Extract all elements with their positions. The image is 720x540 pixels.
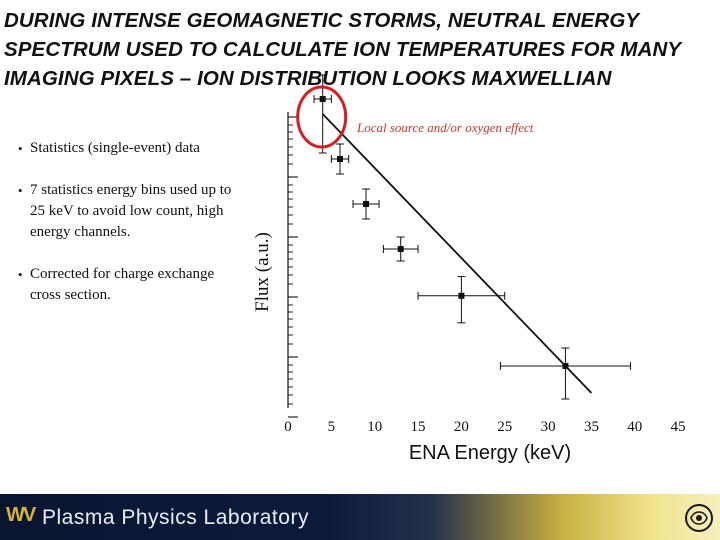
x-axis-label: ENA Energy (keV) [409,442,571,464]
x-tick-label: 40 [627,419,642,435]
chart-annotation: Local source and/or oxygen effect [356,120,534,135]
slide-title: DURING INTENSE GEOMAGNETIC STORMS, NEUTR… [4,9,681,90]
fit-line [322,113,593,394]
y-axis-label: Flux (a.u.) [252,232,273,312]
bullet-list: Statistics (single-event) data 7 statist… [18,138,233,327]
university-logo: WV [6,504,36,526]
x-tick-label: 35 [584,419,599,435]
footer-bar: WV Plasma Physics Laboratory [0,494,720,540]
fit-line-group [322,113,593,394]
x-tick-label: 5 [328,419,336,435]
x-tick-labels: 0 5 10 15 20 25 30 35 40 45 [284,419,685,435]
x-tick-label: 30 [541,419,556,435]
x-tick-label: 20 [454,419,469,435]
footer-lab-name: Plasma Physics Laboratory [42,506,309,529]
data-point [458,292,465,299]
chart-axes [287,112,298,418]
data-point [397,246,404,252]
data-point [337,156,344,162]
lab-emblem-icon [685,504,713,532]
bullet-charge-exchange: Corrected for charge exchange cross sect… [18,264,233,306]
x-tick-label: 10 [367,419,382,435]
data-point [562,363,569,369]
x-tick-label: 15 [411,419,426,435]
x-tick-label: 0 [284,419,292,435]
bullet-energy-bins: 7 statistics energy bins used up to 25 k… [18,180,233,243]
flux-energy-chart: 0 5 10 15 20 25 30 35 40 45 ENA Energy (keV) Flux… [252,74,686,464]
x-tick-label: 45 [671,419,686,435]
x-tick-label: 25 [497,419,512,435]
bullet-statistics: Statistics (single-event) data [18,138,233,159]
data-point [319,96,326,102]
data-point [363,201,370,207]
highlight-circle [296,85,348,149]
